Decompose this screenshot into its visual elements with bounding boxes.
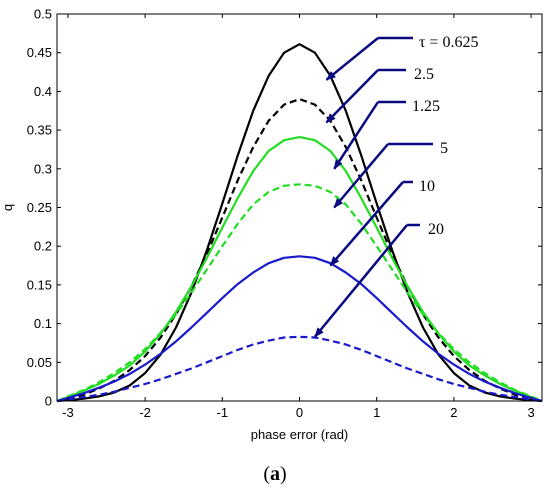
- plot-frame: [56, 13, 543, 402]
- annotation-arrow: [333, 143, 389, 209]
- tick-layer: -3 -2 -1 0 1 2 3 0 0.05 0.1 0.15 0.2 0.25 0.3 0.35 0.4 0…: [27, 7, 542, 420]
- annotation-label: 1.25: [412, 98, 440, 115]
- y-tick-label: 0.15: [27, 277, 52, 292]
- x-tick-label: 2: [450, 405, 457, 420]
- y-tick-label: 0: [45, 394, 52, 409]
- series-line-5: [56, 335, 543, 403]
- annotation-label: 2.5: [414, 66, 434, 83]
- series-line-0: [56, 43, 543, 403]
- y-tick-label: 0.05: [27, 355, 52, 370]
- annotation-label: 20: [428, 221, 444, 238]
- series-line-3: [56, 183, 543, 403]
- annotation-arrow: [325, 37, 379, 81]
- y-tick-label: 0.2: [34, 239, 52, 254]
- y-tick-label: 0.4: [34, 84, 52, 99]
- annotation-arrow: [325, 69, 379, 124]
- annotation-label: 5: [440, 140, 448, 157]
- x-tick-label: 0: [296, 405, 303, 420]
- panel-label: (a): [263, 463, 286, 485]
- annotation-arrow: [333, 101, 380, 170]
- y-tick-label: 0.1: [34, 316, 52, 331]
- x-tick-label: 1: [373, 405, 380, 420]
- x-axis-label: phase error (rad): [251, 427, 349, 442]
- x-tick-label: -3: [62, 405, 74, 420]
- annotation-label: 10: [419, 178, 435, 195]
- x-tick-label: 3: [527, 405, 534, 420]
- y-tick-label: 0.45: [27, 45, 52, 60]
- y-tick-label: 0.5: [34, 7, 52, 22]
- annotation-arrow: [329, 181, 404, 267]
- x-tick-label: -2: [139, 405, 151, 420]
- y-tick-label: 0.25: [27, 200, 52, 215]
- series-layer: [56, 43, 543, 403]
- annotation-arrow: [313, 224, 408, 338]
- annotation-layer: τ = 0.625 2.5 1.25 5 10 20: [313, 34, 478, 338]
- series-line-4: [56, 255, 543, 403]
- x-tick-label: -1: [217, 405, 229, 420]
- y-tick-label: 0.3: [34, 161, 52, 176]
- series-line-2: [56, 136, 543, 403]
- y-tick-label: 0.35: [27, 123, 52, 138]
- y-axis-label: q: [0, 204, 15, 211]
- annotation-label: τ = 0.625: [419, 34, 478, 51]
- series-line-1: [56, 98, 543, 403]
